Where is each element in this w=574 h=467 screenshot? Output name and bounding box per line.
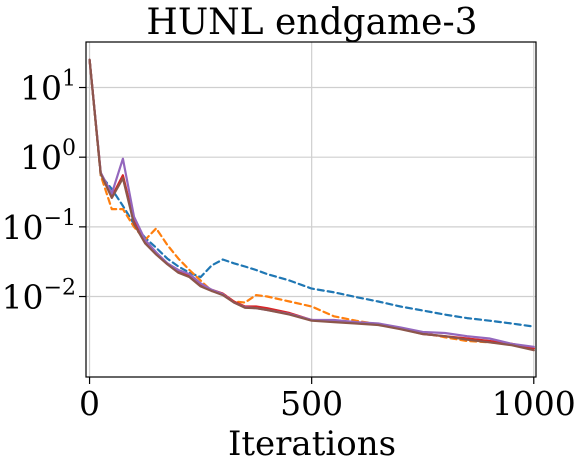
series-line xyxy=(88,58,535,352)
x-tick-label: 1000 xyxy=(492,384,574,423)
x-axis-label: Iterations xyxy=(228,424,396,464)
grid xyxy=(86,42,536,377)
y-tick-label: 100 xyxy=(20,136,76,177)
y-axis: 10−2 10−1 100 101 xyxy=(2,67,86,317)
series-layer xyxy=(88,58,535,352)
chart-title: HUNL endgame-3 xyxy=(146,2,477,43)
y-tick-label: 101 xyxy=(20,67,76,108)
plot-frame xyxy=(85,41,537,378)
x-axis: 0 500 1000 xyxy=(79,377,574,423)
y-tick-label: 10−2 xyxy=(2,276,76,317)
y-tick-label: 10−1 xyxy=(2,206,76,247)
x-tick-label: 0 xyxy=(79,384,100,423)
x-tick-label: 500 xyxy=(280,384,343,423)
